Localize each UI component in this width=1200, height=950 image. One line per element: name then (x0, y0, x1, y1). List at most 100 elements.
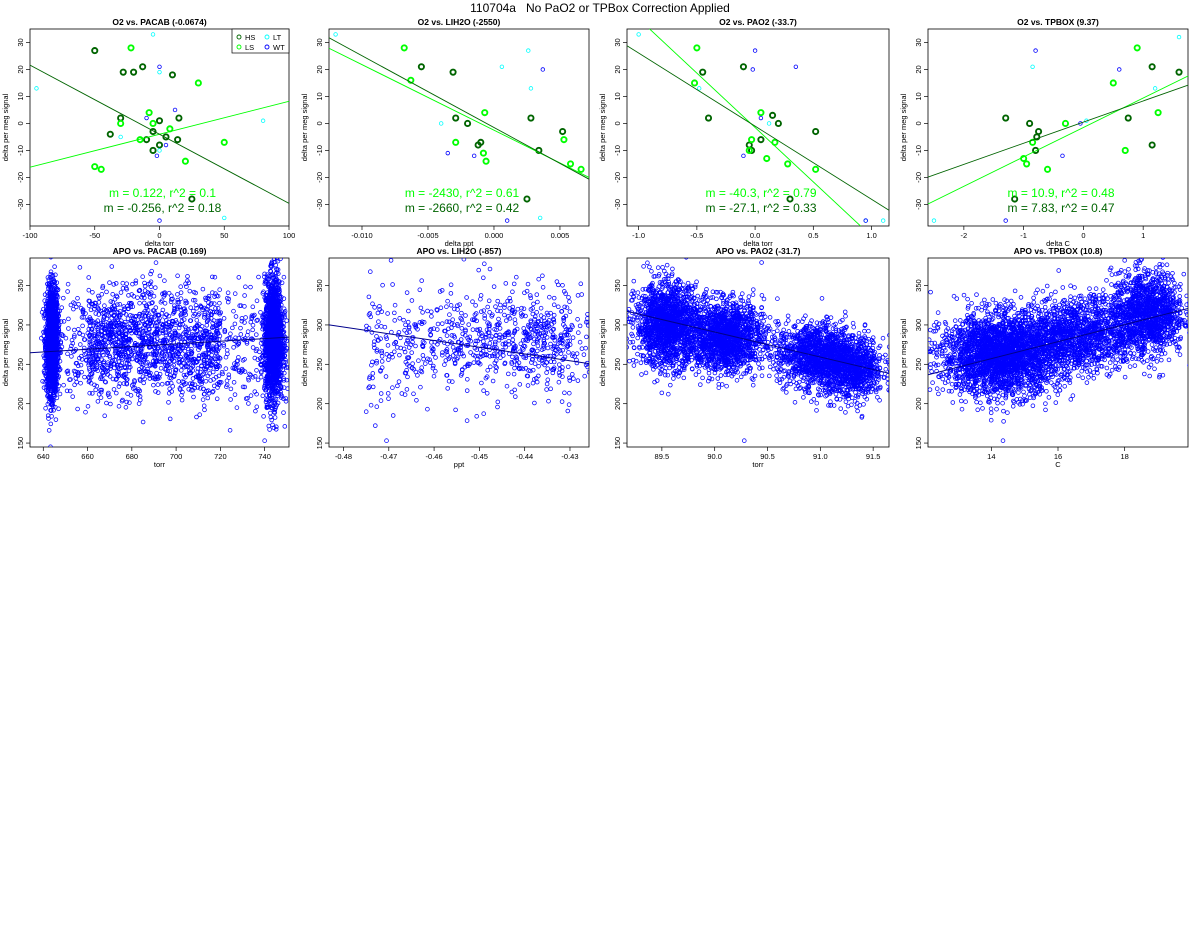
apo-point (251, 346, 255, 350)
apo-point (66, 352, 70, 356)
y-tick-label: -20 (315, 172, 324, 183)
apo-point (110, 265, 114, 269)
series-LS (1021, 45, 1161, 172)
fit-annotation-LS: m = -2430, r^2 = 0.61 (405, 186, 520, 200)
legend-label-LT: LT (273, 33, 282, 42)
apo-point (83, 375, 87, 379)
apo-point (114, 391, 118, 395)
data-point-HS (478, 140, 483, 145)
data-point-HS (776, 121, 781, 126)
apo-point (282, 275, 286, 279)
apo-point (255, 369, 259, 373)
legend-label-HS: HS (245, 33, 255, 42)
series-HS (1003, 64, 1182, 201)
data-point-LS (196, 80, 201, 85)
y-tick-label: -30 (315, 199, 324, 210)
data-point-HS (706, 115, 711, 120)
y-tick-label: 250 (16, 358, 25, 371)
apo-point (78, 343, 82, 347)
apo-point (62, 320, 66, 324)
apo-point (47, 429, 51, 433)
x-tick-label: 700 (170, 452, 183, 461)
data-point-HS (157, 118, 162, 123)
fit-line-LS (627, 8, 889, 253)
apo-point (247, 402, 251, 406)
data-point-HS (157, 142, 162, 147)
apo-point (234, 315, 238, 319)
data-point-LS (764, 156, 769, 161)
data-point-HS (465, 121, 470, 126)
series-HS (92, 48, 194, 202)
data-point-LS (99, 167, 104, 172)
apo-point (69, 303, 73, 307)
data-point-WT (472, 154, 476, 158)
data-point-HS (747, 142, 752, 147)
apo-point (226, 352, 230, 356)
apo-point (251, 328, 255, 332)
apo-point (239, 326, 243, 330)
apo-point (126, 317, 130, 321)
apo-point (141, 275, 145, 279)
apo-point (244, 316, 248, 320)
data-point-HS (813, 129, 818, 134)
data-point-WT (1117, 68, 1121, 72)
apo-point (229, 387, 233, 391)
apo-point (49, 255, 53, 259)
apo-point (44, 406, 48, 410)
data-point-HS (1150, 64, 1155, 69)
apo-point (259, 311, 263, 315)
apo-point (70, 355, 74, 359)
chart-panel-o2-lih2o: O2 vs. LIH2O (-2550)-0.010 -0.005 0.000 0.0… (300, 17, 589, 248)
data-point-LS (758, 110, 763, 115)
y-tick-label: -10 (315, 145, 324, 156)
apo-point (263, 233, 267, 237)
data-point-HS (419, 64, 424, 69)
apo-point (256, 378, 260, 382)
data-point-LS (482, 110, 487, 115)
data-point-LT (1177, 35, 1181, 39)
apo-point (118, 302, 122, 306)
data-point-LT (932, 219, 936, 223)
fit-line-HS (30, 65, 289, 203)
apo-point (282, 411, 286, 415)
data-point-WT (864, 219, 868, 223)
apo-point (117, 404, 121, 408)
y-axis-label: delta per meg signal (1, 93, 10, 161)
apo-point (112, 388, 116, 392)
y-tick-label: -10 (914, 145, 923, 156)
apo-point (61, 296, 65, 300)
y-axis-label: delta per meg signal (899, 93, 908, 161)
data-point-LS (1045, 167, 1050, 172)
y-tick-label: 20 (914, 65, 923, 73)
y-tick-label: 20 (315, 65, 324, 73)
data-point-LS (402, 45, 407, 50)
x-tick-label: -50 (89, 231, 100, 240)
apo-point (202, 404, 206, 408)
data-point-LS (692, 80, 697, 85)
y-tick-label: 300 (16, 319, 25, 332)
apo-points (39, 232, 294, 449)
apo-point (105, 401, 109, 405)
apo-point (67, 327, 71, 331)
data-point-WT (794, 65, 798, 69)
data-point-HS (524, 196, 529, 201)
chart-panel-o2-tpbox: O2 vs. TPBOX (9.37)-2 -1 0 1-30-20-10010203… (899, 17, 1188, 248)
fit-annotation-LS: m = 0.122, r^2 = 0.1 (109, 186, 216, 200)
apo-point (88, 338, 92, 342)
x-tick-label: -1 (1020, 231, 1027, 240)
panel-title: APO vs. PACAB (0.169) (113, 246, 207, 256)
y-tick-label: 30 (613, 38, 622, 46)
data-point-LT (697, 87, 701, 91)
apo-point (81, 324, 85, 328)
data-point-HS (453, 115, 458, 120)
apo-point (243, 294, 247, 298)
apo-point (152, 383, 156, 387)
y-tick-label: 0 (613, 121, 622, 125)
apo-point (204, 379, 208, 383)
apo-point (138, 398, 142, 402)
data-point-LS (813, 167, 818, 172)
apo-point (291, 363, 295, 367)
apo-point (268, 428, 272, 432)
apo-point (246, 330, 250, 334)
y-tick-label: -30 (914, 199, 923, 210)
